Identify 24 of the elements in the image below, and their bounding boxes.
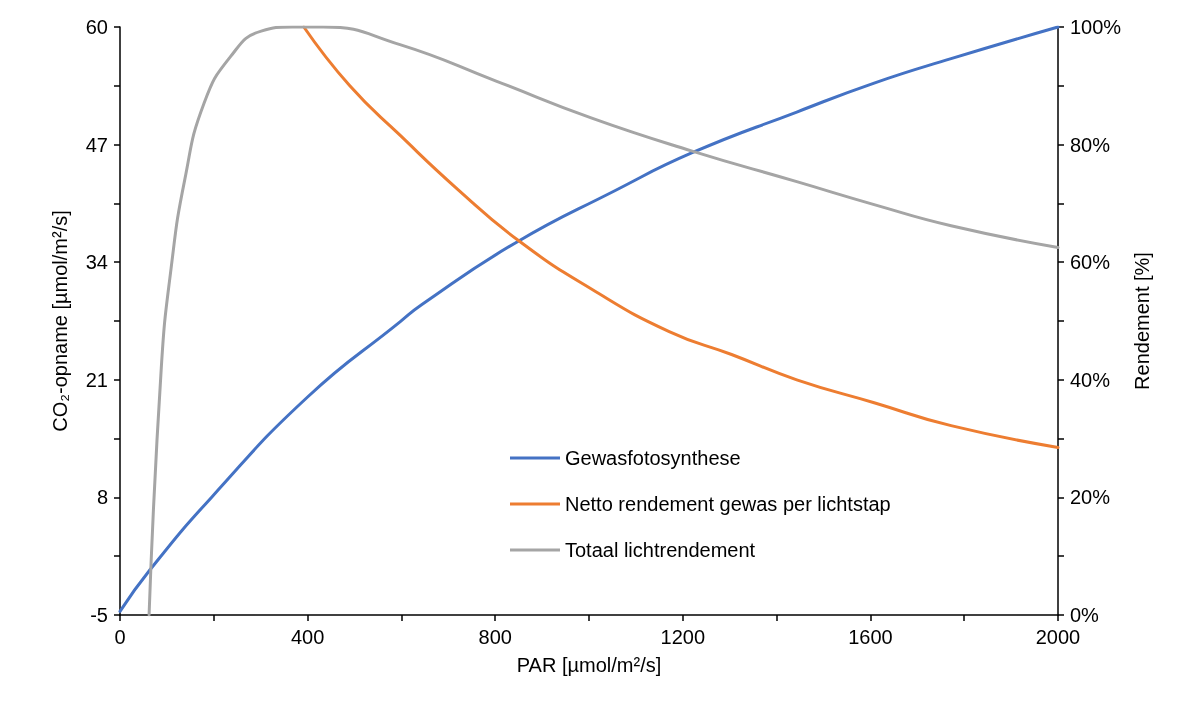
x-tick-label: 800 <box>478 626 512 648</box>
x-tick-label: 400 <box>290 626 325 648</box>
y2-tick-label: 40% <box>1070 368 1111 391</box>
y2-tick-label: 60% <box>1070 251 1111 274</box>
y2-tick-label: 80% <box>1070 133 1111 156</box>
y-tick-label: -5 <box>90 604 108 626</box>
legend-label: Gewasfotosynthese <box>565 447 741 469</box>
x-tick-label: 0 <box>114 626 126 648</box>
y2-tick-label: 20% <box>1070 486 1111 509</box>
x-tick-label: 1200 <box>660 626 706 648</box>
x-tick-label: 2000 <box>1035 626 1081 648</box>
legend-label: Netto rendement gewas per lichtstap <box>565 493 891 515</box>
y2-tick-label: 0% <box>1070 604 1100 626</box>
x-axis-title: PAR [µmol/m²/s] <box>516 654 662 676</box>
x-tick-label: 1600 <box>848 626 893 648</box>
y-tick-label: 21 <box>85 368 108 391</box>
y-axis-title: CO₂-opname [µmol/m²/s] <box>49 210 71 432</box>
y-tick-label: 60 <box>85 16 108 38</box>
y-tick-label: 34 <box>85 251 108 274</box>
y-tick-label: 47 <box>85 133 108 156</box>
y2-tick-label: 100% <box>1070 16 1122 38</box>
y-tick-label: 8 <box>96 486 108 509</box>
y2-axis-title: Rendement [%] <box>1131 252 1154 390</box>
legend-label: Totaal lichtrendement <box>565 539 756 561</box>
